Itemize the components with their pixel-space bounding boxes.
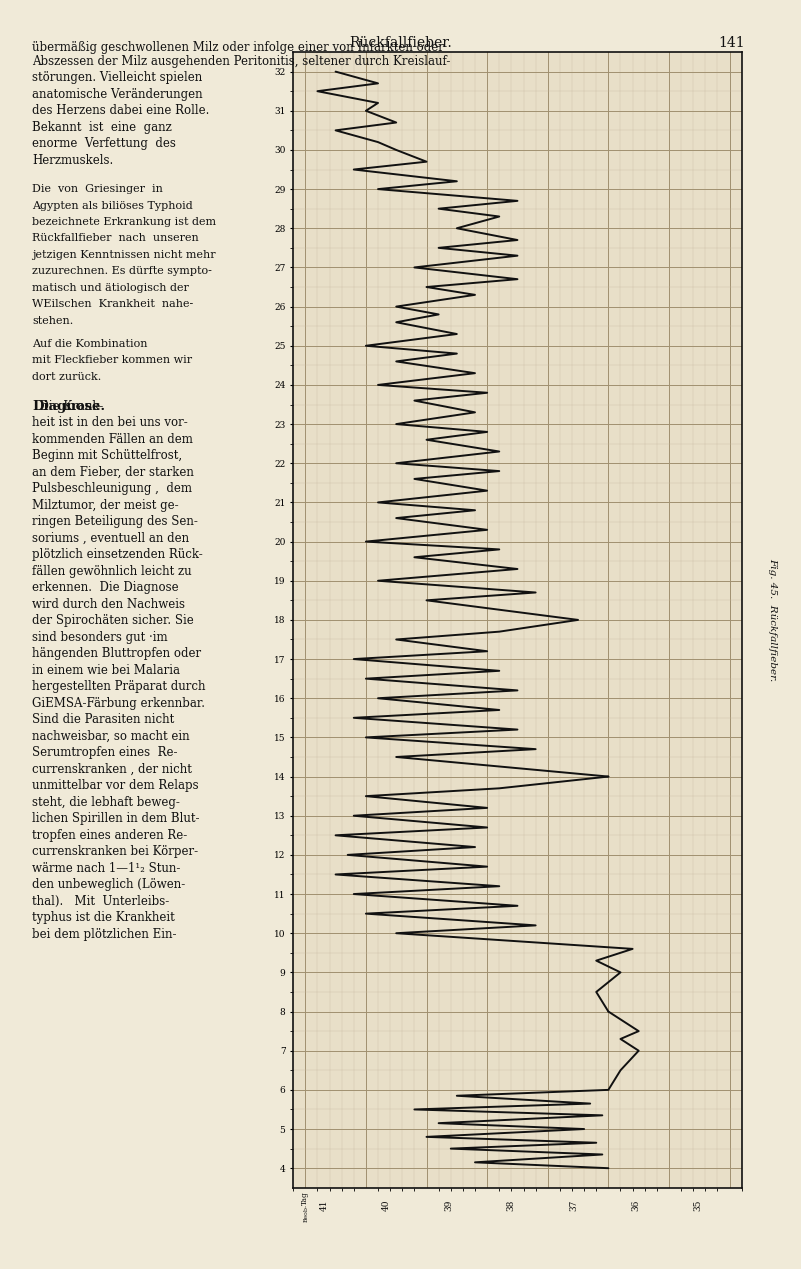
Text: der Spirochäten sicher. Sie: der Spirochäten sicher. Sie: [32, 614, 194, 627]
Text: lichen Spirillen in dem Blut-: lichen Spirillen in dem Blut-: [32, 812, 199, 825]
Text: ringen Beteiligung des Sen-: ringen Beteiligung des Sen-: [32, 515, 198, 528]
Text: 39: 39: [445, 1200, 453, 1211]
Text: sind besonders gut ·im: sind besonders gut ·im: [32, 631, 167, 643]
Text: WEilschen  Krankheit  nahe-: WEilschen Krankheit nahe-: [32, 299, 193, 310]
Text: steht, die lebhaft beweg-: steht, die lebhaft beweg-: [32, 796, 180, 808]
Text: mit Fleckfieber kommen wir: mit Fleckfieber kommen wir: [32, 355, 192, 365]
Text: tropfen eines anderen Re-: tropfen eines anderen Re-: [32, 829, 187, 841]
Text: 38: 38: [507, 1200, 516, 1211]
Text: matisch und ätiologisch der: matisch und ätiologisch der: [32, 283, 189, 293]
Text: fällen gewöhnlich leicht zu: fällen gewöhnlich leicht zu: [32, 565, 191, 577]
Text: nachweisbar, so macht ein: nachweisbar, so macht ein: [32, 730, 190, 742]
Text: Die Krank-: Die Krank-: [32, 400, 103, 412]
Text: heit ist in den bei uns vor-: heit ist in den bei uns vor-: [32, 416, 187, 429]
Text: enorme  Verfettung  des: enorme Verfettung des: [32, 137, 176, 150]
Text: Beob-: Beob-: [304, 1203, 308, 1222]
Text: currenskranken bei Körper-: currenskranken bei Körper-: [32, 845, 198, 858]
Text: Serumtropfen eines  Re-: Serumtropfen eines Re-: [32, 746, 178, 759]
Text: hergestellten Präparat durch: hergestellten Präparat durch: [32, 680, 206, 693]
Text: Rückfallfieber  nach  unseren: Rückfallfieber nach unseren: [32, 233, 199, 244]
Text: Die  von  Griesinger  in: Die von Griesinger in: [32, 184, 163, 194]
Text: unmittelbar vor dem Relaps: unmittelbar vor dem Relaps: [32, 779, 199, 792]
Text: stehen.: stehen.: [32, 316, 73, 326]
Text: 40: 40: [382, 1199, 391, 1212]
Text: bei dem plötzlichen Ein-: bei dem plötzlichen Ein-: [32, 928, 176, 940]
Text: bezeichnete Erkrankung ist dem: bezeichnete Erkrankung ist dem: [32, 217, 216, 227]
Text: Fig. 45.  Rückfallfieber.: Fig. 45. Rückfallfieber.: [768, 558, 778, 681]
Text: erkennen.  Die Diagnose: erkennen. Die Diagnose: [32, 581, 179, 594]
Text: übermäßig geschwollenen Milz oder infolge einer von Infarkten oder: übermäßig geschwollenen Milz oder infolg…: [32, 41, 444, 53]
Text: soriums , eventuell an den: soriums , eventuell an den: [32, 532, 189, 544]
Text: 141: 141: [718, 36, 745, 49]
Text: jetzigen Kenntnissen nicht mehr: jetzigen Kenntnissen nicht mehr: [32, 250, 215, 260]
Text: an dem Fieber, der starken: an dem Fieber, der starken: [32, 466, 194, 478]
Text: Herzmuskels.: Herzmuskels.: [32, 154, 113, 166]
Text: den unbeweglich (Löwen-: den unbeweglich (Löwen-: [32, 878, 185, 891]
Text: plötzlich einsetzenden Rück-: plötzlich einsetzenden Rück-: [32, 548, 203, 561]
Text: GiEMSA-Färbung erkennbar.: GiEMSA-Färbung erkennbar.: [32, 697, 205, 709]
Text: Diagnose.: Diagnose.: [32, 400, 105, 412]
Text: anatomische Veränderungen: anatomische Veränderungen: [32, 88, 203, 100]
Text: dort zurück.: dort zurück.: [32, 372, 101, 382]
Text: typhus ist die Krankheit: typhus ist die Krankheit: [32, 911, 175, 924]
Text: Sind die Parasiten nicht: Sind die Parasiten nicht: [32, 713, 175, 726]
Text: in einem wie bei Malaria: in einem wie bei Malaria: [32, 664, 180, 676]
Text: Bekannt  ist  eine  ganz: Bekannt ist eine ganz: [32, 121, 171, 133]
Text: wärme nach 1—1¹₂ Stun-: wärme nach 1—1¹₂ Stun-: [32, 862, 180, 874]
Text: 35: 35: [694, 1199, 702, 1212]
Text: 36: 36: [631, 1200, 640, 1211]
Text: Beginn mit Schüttelfrost,: Beginn mit Schüttelfrost,: [32, 449, 182, 462]
Text: Rückfallfieber.: Rückfallfieber.: [349, 36, 452, 49]
Text: thal).   Mit  Unterleibs-: thal). Mit Unterleibs-: [32, 895, 169, 907]
Text: störungen. Vielleicht spielen: störungen. Vielleicht spielen: [32, 71, 203, 84]
Text: Agypten als biliöses Typhoid: Agypten als biliöses Typhoid: [32, 201, 193, 211]
Text: 41: 41: [320, 1199, 329, 1212]
Text: Tag: Tag: [300, 1192, 308, 1206]
Text: zuzurechnen. Es dürfte sympto-: zuzurechnen. Es dürfte sympto-: [32, 266, 212, 277]
Text: Abszessen der Milz ausgehenden Peritonitis, seltener durch Kreislauf-: Abszessen der Milz ausgehenden Peritonit…: [32, 55, 450, 67]
Text: kommenden Fällen an dem: kommenden Fällen an dem: [32, 433, 193, 445]
Text: des Herzens dabei eine Rolle.: des Herzens dabei eine Rolle.: [32, 104, 209, 117]
Text: Pulsbeschleunigung ,  dem: Pulsbeschleunigung , dem: [32, 482, 192, 495]
Text: hängenden Bluttropfen oder: hängenden Bluttropfen oder: [32, 647, 201, 660]
Text: 37: 37: [569, 1200, 578, 1211]
Text: currenskranken , der nicht: currenskranken , der nicht: [32, 763, 192, 775]
Text: Auf die Kombination: Auf die Kombination: [32, 339, 147, 349]
Text: Milztumor, der meist ge-: Milztumor, der meist ge-: [32, 499, 179, 511]
Text: wird durch den Nachweis: wird durch den Nachweis: [32, 598, 185, 610]
